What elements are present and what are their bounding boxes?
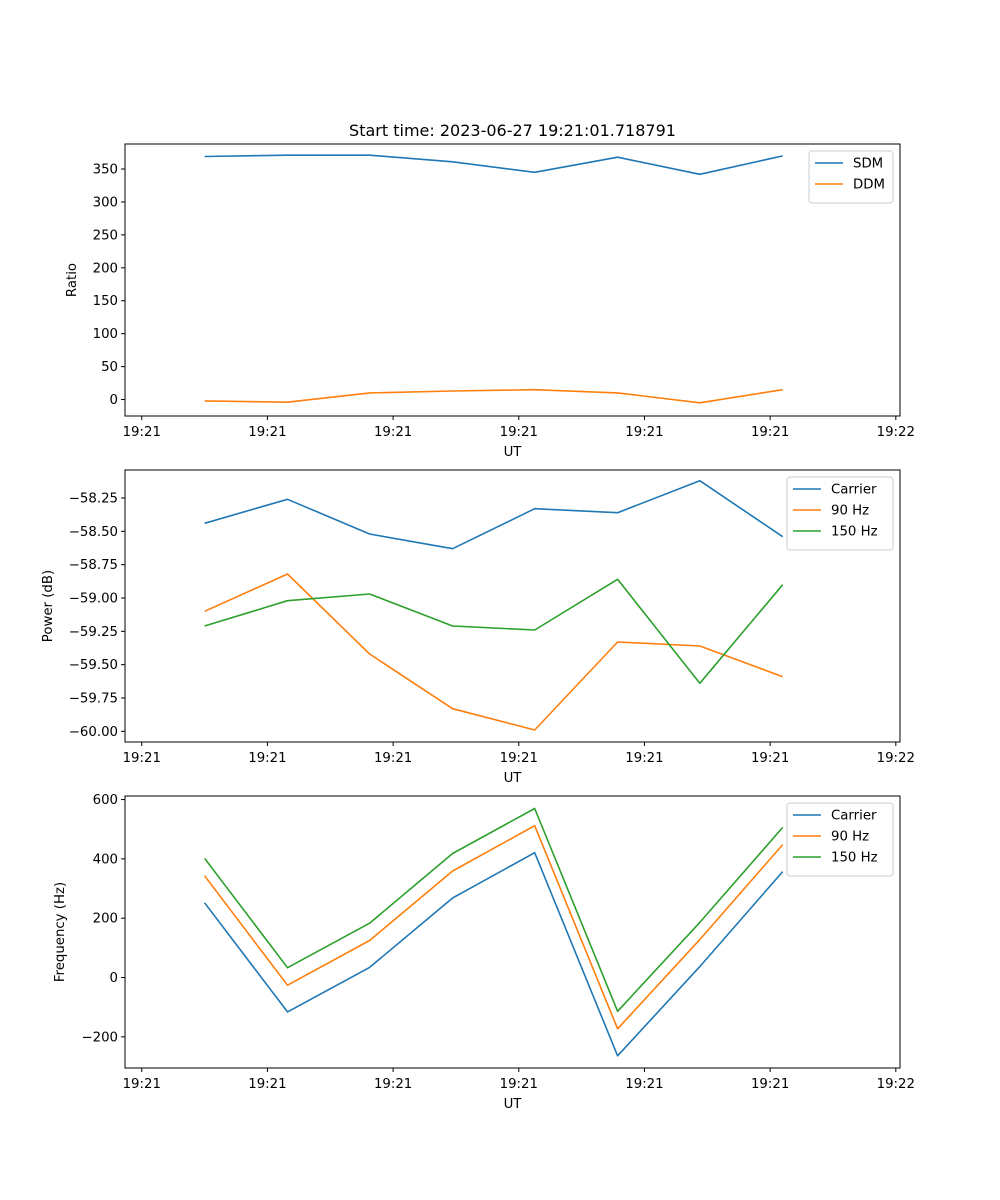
series-line-150-hz [203, 807, 784, 1013]
y-tick-label: 400 [93, 852, 118, 867]
y-tick-label: 0 [110, 393, 118, 408]
series-lines [204, 479, 784, 731]
y-tick-label: 200 [93, 912, 118, 927]
x-axis-label: UT [504, 1097, 523, 1112]
y-tick-label: 150 [93, 294, 118, 309]
y-axis-label: Ratio [65, 263, 80, 297]
x-axis: 19:21 19:21 19:21 19:21 19:21 19:21 19:22 UT [123, 742, 915, 786]
axes-frame [124, 795, 901, 1069]
x-tick-label: 19:21 [374, 1077, 412, 1092]
x-tick-label: 19:21 [751, 425, 789, 440]
series-line-90-hz [203, 824, 784, 1030]
x-tick-label: 19:21 [625, 425, 663, 440]
axes-frame [124, 469, 901, 743]
legend-label: Carrier [831, 809, 877, 824]
chart-panel-3: 19:21 19:21 19:21 19:21 19:21 19:21 19:22 UT −20… [53, 793, 915, 1112]
y-axis-label: Frequency (Hz) [53, 882, 68, 982]
legend-label: SDM [853, 157, 883, 172]
x-tick-label: 19:22 [877, 751, 915, 766]
y-tick-label: −200 [81, 1030, 118, 1045]
x-tick-label: 19:21 [751, 751, 789, 766]
y-axis: −200 0 200 400 600 Frequency (Hz) [53, 793, 125, 1045]
x-tick-label: 19:21 [123, 1077, 161, 1092]
series-lines [204, 154, 783, 404]
legend-label: 90 Hz [831, 830, 869, 845]
y-axis: 0 50 100 150 200 250 300 350 Ratio [65, 163, 125, 408]
legend-box [808, 150, 894, 204]
series-lines [203, 807, 784, 1057]
x-tick-label: 19:21 [248, 1077, 286, 1092]
y-tick-label: 300 [93, 195, 118, 210]
y-tick-label: 200 [93, 261, 118, 276]
y-tick-label: 50 [101, 360, 118, 375]
series-line-carrier [204, 479, 784, 550]
series-line-carrier [203, 851, 784, 1057]
x-axis-label: UT [504, 771, 523, 786]
legend-label: 150 Hz [831, 851, 878, 866]
x-tick-label: 19:21 [248, 751, 286, 766]
series-line-sdm [204, 154, 783, 176]
y-tick-label: −60.00 [69, 725, 118, 740]
x-axis-label: UT [504, 445, 523, 460]
x-tick-label: 19:21 [374, 751, 412, 766]
legend-label: 90 Hz [831, 504, 869, 519]
legend-label: Carrier [831, 483, 877, 498]
y-tick-label: −58.75 [69, 558, 118, 573]
axes-frame [124, 143, 901, 417]
x-tick-label: 19:21 [625, 1077, 663, 1092]
y-tick-label: −59.25 [69, 625, 118, 640]
x-tick-label: 19:21 [123, 751, 161, 766]
y-tick-label: 250 [93, 228, 118, 243]
legend: SDM DDM [808, 150, 894, 204]
y-tick-label: −59.00 [69, 592, 118, 607]
legend-label: DDM [853, 178, 885, 193]
y-axis: −60.00 −59.75 −59.50 −59.25 −59.00 −58.75 −58.… [41, 492, 125, 740]
y-tick-label: −59.75 [69, 692, 118, 707]
figure-title: Start time: 2023-06-27 19:21:01.718791 [349, 121, 676, 140]
y-tick-label: 600 [93, 793, 118, 808]
series-line-ddm [204, 388, 783, 404]
x-tick-label: 19:22 [877, 425, 915, 440]
y-axis-label: Power (dB) [41, 570, 56, 642]
x-tick-label: 19:21 [751, 1077, 789, 1092]
legend: Carrier 90 Hz 150 Hz [786, 802, 894, 877]
x-tick-label: 19:21 [248, 425, 286, 440]
series-line-90-hz [204, 573, 783, 731]
legend: Carrier 90 Hz 150 Hz [786, 476, 894, 551]
y-tick-label: −59.50 [69, 658, 118, 673]
x-tick-label: 19:22 [877, 1077, 915, 1092]
y-tick-label: −58.50 [69, 525, 118, 540]
y-tick-label: 350 [93, 163, 118, 178]
x-axis: 19:21 19:21 19:21 19:21 19:21 19:21 19:22 UT [123, 1068, 915, 1112]
legend-label: 150 Hz [831, 525, 878, 540]
x-tick-label: 19:21 [500, 1077, 538, 1092]
x-axis: 19:21 19:21 19:21 19:21 19:21 19:21 19:22 UT [123, 416, 915, 460]
x-tick-label: 19:21 [500, 425, 538, 440]
y-tick-label: −58.25 [69, 492, 118, 507]
y-tick-label: 100 [93, 327, 118, 342]
x-tick-label: 19:21 [500, 751, 538, 766]
x-tick-label: 19:21 [123, 425, 161, 440]
x-tick-label: 19:21 [374, 425, 412, 440]
chart-panel-1: 19:21 19:21 19:21 19:21 19:21 19:21 19:22 UT 0 50… [65, 143, 915, 460]
chart-panel-2: 19:21 19:21 19:21 19:21 19:21 19:21 19:22 UT −60… [41, 469, 915, 786]
y-tick-label: 0 [110, 971, 118, 986]
x-tick-label: 19:21 [625, 751, 663, 766]
series-line-150-hz [204, 578, 784, 685]
